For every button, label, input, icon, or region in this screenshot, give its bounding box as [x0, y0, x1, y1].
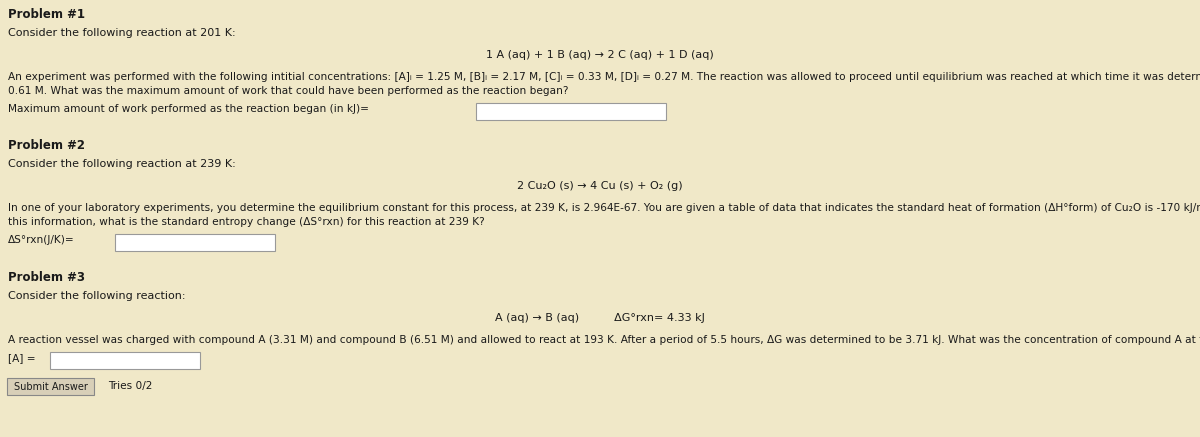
Text: Problem #3: Problem #3 [8, 271, 85, 284]
Text: Problem #2: Problem #2 [8, 139, 85, 152]
Text: 1 A (aq) + 1 B (aq) → 2 C (aq) + 1 D (aq): 1 A (aq) + 1 B (aq) → 2 C (aq) + 1 D (aq… [486, 50, 714, 60]
Text: In one of your laboratory experiments, you determine the equilibrium constant fo: In one of your laboratory experiments, y… [8, 203, 1200, 213]
Text: this information, what is the standard entropy change (ΔS°rxn) for this reaction: this information, what is the standard e… [8, 217, 485, 227]
Text: An experiment was performed with the following intitial concentrations: [A]ᵢ = 1: An experiment was performed with the fol… [8, 72, 1200, 82]
Bar [476, 103, 666, 120]
Text: 2 Cu₂O (s) → 4 Cu (s) + O₂ (g): 2 Cu₂O (s) → 4 Cu (s) + O₂ (g) [517, 181, 683, 191]
Bar [50, 352, 200, 369]
Text: Consider the following reaction at 239 K:: Consider the following reaction at 239 K… [8, 159, 235, 169]
Text: ΔS°rxn(J/K)=: ΔS°rxn(J/K)= [8, 235, 74, 245]
Text: Consider the following reaction at 201 K:: Consider the following reaction at 201 K… [8, 28, 235, 38]
Text: 0.61 M. What was the maximum amount of work that could have been performed as th: 0.61 M. What was the maximum amount of w… [8, 86, 569, 96]
Bar [115, 234, 275, 251]
FancyBboxPatch shape [7, 378, 94, 395]
Text: Tries 0/2: Tries 0/2 [108, 381, 152, 391]
Text: A reaction vessel was charged with compound A (3.31 M) and compound B (6.51 M) a: A reaction vessel was charged with compo… [8, 335, 1200, 345]
Text: [A] =: [A] = [8, 353, 36, 363]
Text: Problem #1: Problem #1 [8, 8, 85, 21]
Text: A (aq) → B (aq)          ΔG°rxn= 4.33 kJ: A (aq) → B (aq) ΔG°rxn= 4.33 kJ [496, 313, 704, 323]
Text: Submit Answer: Submit Answer [14, 382, 88, 392]
Text: Consider the following reaction:: Consider the following reaction: [8, 291, 186, 301]
Text: Maximum amount of work performed as the reaction began (in kJ)=: Maximum amount of work performed as the … [8, 104, 368, 114]
